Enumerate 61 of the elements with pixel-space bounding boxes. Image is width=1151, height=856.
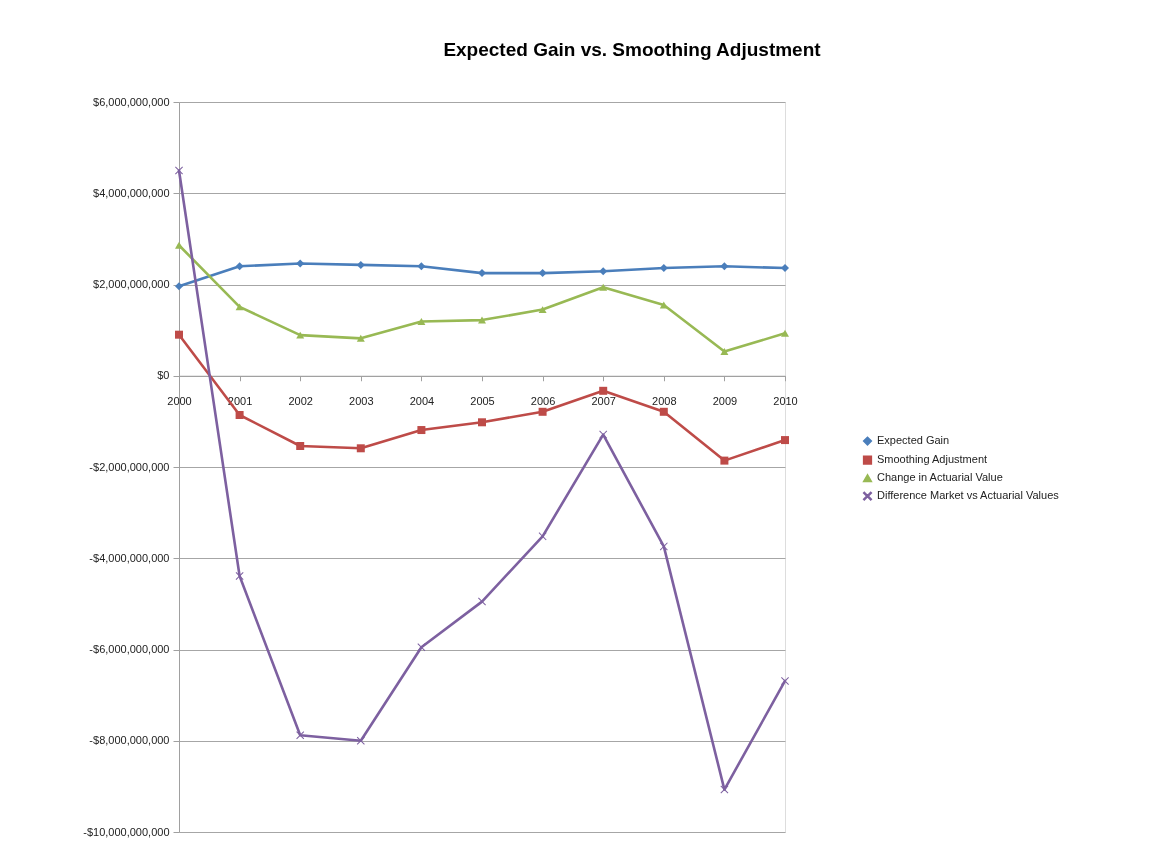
y-tick-label: -$6,000,000,000	[89, 643, 170, 655]
y-tick-label: -$10,000,000,000	[83, 825, 170, 838]
point	[720, 262, 729, 271]
point	[235, 410, 244, 419]
x-tick-label: 2000	[167, 395, 192, 408]
point	[175, 166, 183, 175]
point	[538, 407, 547, 416]
point	[659, 542, 668, 551]
point	[175, 282, 183, 291]
point	[417, 317, 426, 325]
legend-label: Change in Actuarial Value	[877, 471, 1003, 484]
x-tick-label: 2005	[470, 395, 495, 408]
point	[417, 262, 426, 271]
point	[478, 269, 486, 278]
y-tick-label: $0	[157, 369, 170, 382]
y-tick-label: $4,000,000,000	[93, 186, 170, 199]
y-tick-label: -$2,000,000,000	[89, 460, 170, 473]
point	[478, 597, 486, 606]
point	[781, 264, 789, 273]
point	[417, 426, 426, 435]
point	[599, 283, 608, 291]
point	[175, 330, 183, 339]
point	[478, 418, 486, 427]
point	[538, 269, 547, 278]
y-tick-label: $6,000,000,000	[93, 95, 170, 108]
point	[417, 643, 426, 652]
point	[659, 407, 668, 416]
point	[235, 262, 244, 271]
point	[356, 444, 365, 453]
point	[356, 334, 365, 342]
point	[478, 316, 486, 324]
x-tick-label: 2002	[288, 395, 313, 408]
point	[235, 572, 244, 581]
y-tick-label: -$4,000,000,000	[89, 551, 170, 564]
x-tick-label: 2007	[591, 395, 616, 408]
x-tick-label: 2009	[712, 395, 738, 408]
point	[538, 306, 547, 314]
point	[720, 348, 729, 356]
legend-label: Expected Gain	[877, 434, 950, 447]
legend-label: Difference Market vs Actuarial Values	[877, 489, 1060, 502]
point	[296, 442, 305, 451]
y-tick-label: $2,000,000,000	[93, 278, 170, 290]
point	[599, 430, 608, 439]
x-tick-label: 2006	[530, 395, 556, 408]
x-tick-label: 2003	[349, 395, 374, 408]
point	[781, 329, 789, 337]
point	[296, 331, 305, 339]
point	[599, 267, 608, 276]
y-tick-label: -$8,000,000,000	[89, 734, 170, 747]
x-tick-label: 2010	[773, 395, 798, 408]
point	[599, 386, 608, 395]
point	[296, 731, 305, 740]
x-tick-label: 2004	[409, 395, 435, 408]
point	[175, 241, 183, 249]
x-tick-label: 2008	[652, 395, 677, 408]
point	[296, 259, 305, 268]
point	[781, 436, 789, 445]
legend-label: Smoothing Adjustment	[877, 453, 988, 466]
point	[720, 456, 729, 465]
chart-title: Expected Gain vs. Smoothing Adjustment	[443, 39, 822, 60]
point	[356, 736, 365, 745]
